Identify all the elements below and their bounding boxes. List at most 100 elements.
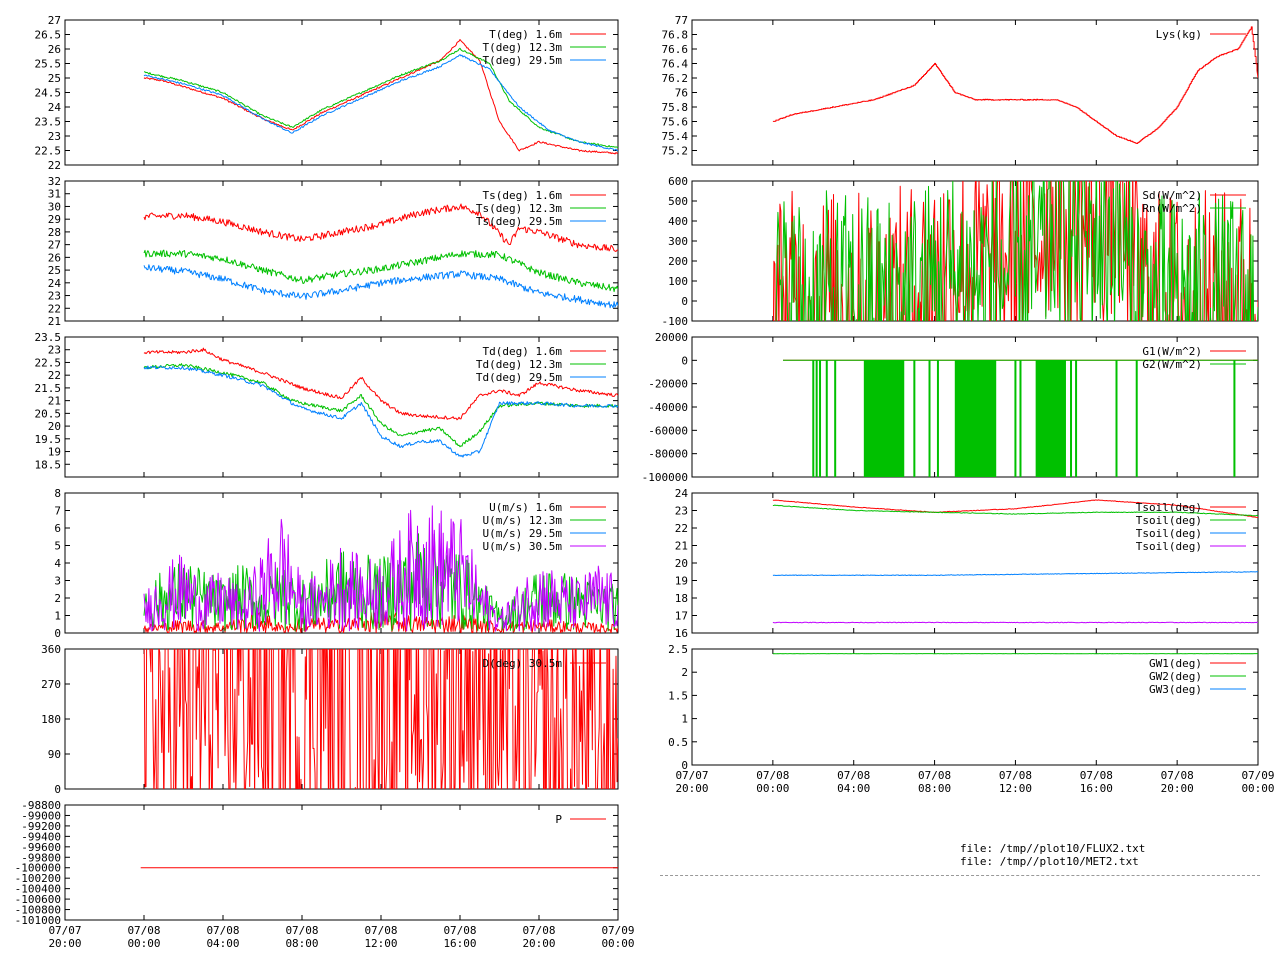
- y-tick-label: 2: [681, 666, 688, 679]
- legend-label: Ts(deg) 29.5m: [476, 215, 562, 228]
- y-tick-label: 21: [675, 540, 688, 553]
- x-tick-label-date: 07/08: [837, 769, 870, 782]
- y-tick-label: 20: [48, 420, 61, 433]
- series-line-2: [143, 363, 618, 448]
- file-label-flux: file: /tmp//plot10/FLUX2.txt: [960, 842, 1146, 855]
- y-tick-label: -99400: [21, 830, 61, 843]
- y-tick-label: -99600: [21, 841, 61, 854]
- chart-panel-6: -101000-100800-100600-100400-100200-1000…: [15, 799, 635, 950]
- series-line-1: [772, 181, 1258, 321]
- x-tick-label-date: 07/08: [1080, 769, 1113, 782]
- x-tick-label-date: 07/07: [675, 769, 708, 782]
- plot-frame: [64, 336, 619, 478]
- y-tick-label: -60000: [648, 424, 688, 437]
- y-tick-label: 21: [48, 395, 61, 408]
- y-tick-label: -98800: [21, 799, 61, 812]
- series-dropout-band: [1035, 360, 1066, 477]
- y-tick-label: 24: [675, 487, 689, 500]
- legend-label: Ts(deg) 1.6m: [483, 189, 563, 202]
- y-tick-label: 24: [48, 277, 62, 290]
- chart-panel-8: -100 0 100 200 300 400 500 600 Sd(W/m^2)Rn(W/m^2…: [662, 175, 1259, 328]
- y-tick-label: 75.2: [662, 145, 689, 158]
- y-tick-label: 75.6: [662, 116, 689, 129]
- y-tick-label: 6: [54, 522, 61, 535]
- y-tick-label: -100800: [15, 904, 61, 917]
- legend-label: U(m/s) 12.3m: [483, 514, 563, 527]
- legend-label: Ts(deg) 12.3m: [476, 202, 562, 215]
- legend-label: Tsoil(deg): [1136, 501, 1202, 514]
- y-tick-label: 180: [41, 713, 61, 726]
- x-tick-label-time: 04:00: [206, 937, 239, 950]
- y-tick-label: 75.8: [662, 101, 689, 114]
- y-tick-label: 4: [54, 557, 61, 570]
- series-line-1: [143, 347, 618, 421]
- x-tick-label-time: 20:00: [522, 937, 555, 950]
- y-tick-label: 23.5: [35, 331, 62, 344]
- y-tick-label: 20: [675, 557, 688, 570]
- y-tick-label: 0: [681, 759, 688, 772]
- y-tick-label: 30: [48, 200, 61, 213]
- y-tick-label: -99200: [21, 820, 61, 833]
- y-tick-label: 76.8: [662, 29, 689, 42]
- y-tick-label: 22: [48, 369, 61, 382]
- y-tick-label: 1.5: [668, 689, 688, 702]
- y-tick-label: 27: [48, 239, 61, 252]
- legend-label: P: [555, 813, 562, 826]
- y-tick-label: 18: [675, 592, 688, 605]
- x-tick-label-date: 07/08: [918, 769, 951, 782]
- x-tick-label-date: 07/08: [1161, 769, 1194, 782]
- y-tick-label: -100600: [15, 893, 61, 906]
- x-tick-label-time: 00:00: [756, 782, 789, 795]
- series-line-4: [772, 621, 1258, 624]
- series-dropout-band: [863, 360, 905, 477]
- series-line-3: [143, 54, 618, 152]
- y-tick-label: 31: [48, 188, 61, 201]
- y-tick-label: -100200: [15, 872, 61, 885]
- legend-label: Tsoil(deg): [1136, 540, 1202, 553]
- y-tick-label: 600: [668, 175, 688, 188]
- y-tick-label: 23: [675, 505, 688, 518]
- y-tick-label: 22: [48, 302, 61, 315]
- plot-frame: [64, 804, 619, 921]
- legend-label: U(m/s) 30.5m: [483, 540, 563, 553]
- y-tick-label: 0: [681, 354, 688, 367]
- legend-label: GW1(deg): [1149, 657, 1202, 670]
- series-line-1: [772, 499, 1258, 518]
- plot-frame: [691, 648, 1259, 766]
- series-line-3: [772, 571, 1258, 576]
- y-tick-label: -100000: [642, 471, 688, 484]
- y-tick-label: 3: [54, 575, 61, 588]
- plot-frame: [691, 19, 1259, 166]
- y-tick-label: 90: [48, 748, 61, 761]
- x-tick-label-date: 07/07: [48, 924, 81, 937]
- x-tick-label-time: 08:00: [918, 782, 951, 795]
- legend-label: G1(W/m^2): [1142, 345, 1202, 358]
- y-tick-label: 19: [48, 446, 61, 459]
- y-tick-label: -20000: [648, 378, 688, 391]
- legend-label: U(m/s) 29.5m: [483, 527, 563, 540]
- y-tick-label: 1: [681, 713, 688, 726]
- y-tick-label: -100000: [15, 862, 61, 875]
- series-line-1: [143, 39, 618, 155]
- y-tick-label: 27: [48, 14, 61, 27]
- y-tick-label: 0: [681, 295, 688, 308]
- separator-line: [660, 875, 1260, 876]
- y-tick-label: 20000: [655, 331, 688, 344]
- y-tick-label: 1: [54, 610, 61, 623]
- y-tick-label: 23: [48, 344, 61, 357]
- x-tick-label-time: 00:00: [601, 937, 634, 950]
- y-tick-label: 7: [54, 505, 61, 518]
- x-tick-label-time: 20:00: [1161, 782, 1194, 795]
- y-tick-label: 23: [48, 130, 61, 143]
- y-tick-label: 32: [48, 175, 61, 188]
- x-tick-label-time: 04:00: [837, 782, 870, 795]
- y-tick-label: 22.5: [35, 356, 62, 369]
- x-tick-label-date: 07/08: [999, 769, 1032, 782]
- y-tick-label: 500: [668, 195, 688, 208]
- legend-label: Td(deg) 29.5m: [476, 371, 562, 384]
- y-tick-label: 26: [48, 251, 61, 264]
- y-tick-label: 21: [48, 315, 61, 328]
- x-tick-label-date: 07/08: [206, 924, 239, 937]
- y-tick-label: 22.5: [35, 145, 62, 158]
